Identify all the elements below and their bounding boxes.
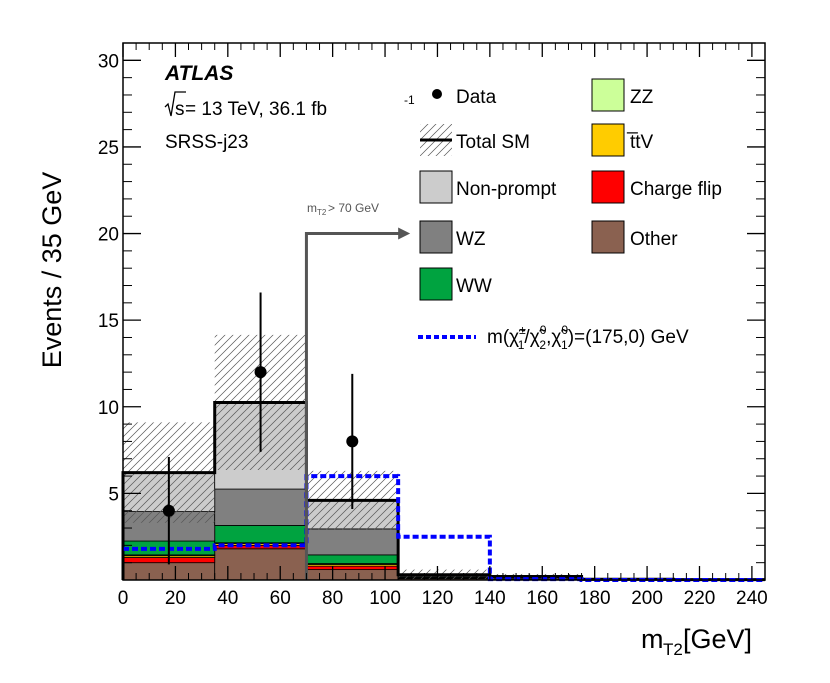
stack-bar-wz-2 bbox=[306, 528, 399, 556]
x-tick-label-1: 20 bbox=[165, 588, 186, 609]
legend-other-swatch bbox=[591, 220, 625, 254]
legend-ttv-swatch bbox=[591, 123, 625, 157]
legend-zz-label: ZZ bbox=[630, 87, 654, 108]
legend-zz-swatch bbox=[591, 78, 625, 112]
legend-nonprompt-swatch bbox=[419, 170, 453, 204]
legend-ttv: t̅tV bbox=[591, 123, 654, 157]
legend-signal: m(χ̃± 1/χ̃0 2,χ̃0 1)=(175,0) GeV bbox=[418, 323, 689, 352]
x-tick-label-12: 240 bbox=[736, 588, 768, 609]
y-tick-label-0: 5 bbox=[108, 484, 119, 505]
x-tick-label-11: 220 bbox=[684, 588, 716, 609]
x-tick-label-8: 160 bbox=[526, 588, 558, 609]
legend: Data Total SM Non-prompt WZ WW ZZ t̅tV bbox=[418, 78, 722, 352]
y-tick-label-5: 30 bbox=[98, 51, 119, 72]
cut-label-main: m bbox=[307, 201, 317, 215]
cut-label-tail: > 70 GeV bbox=[328, 201, 379, 215]
legend-signal-sub3: 1 bbox=[561, 338, 568, 352]
legend-chargeflip-swatch bbox=[591, 170, 625, 204]
x-axis-title-sub: T2 bbox=[663, 640, 683, 659]
stack-bar-wz-1 bbox=[214, 488, 307, 526]
legend-signal-tail: )=(175,0) GeV bbox=[568, 327, 689, 348]
legend-data-marker bbox=[432, 89, 442, 99]
x-axis-title-unit: [GeV] bbox=[683, 624, 752, 654]
legend-signal-sup2: 0 bbox=[540, 323, 547, 337]
stack-bar-ww-1 bbox=[214, 525, 307, 544]
legend-signal-label: m(χ̃± 1/χ̃0 2,χ̃0 1)=(175,0) GeV bbox=[487, 323, 689, 352]
sqrt-symbol bbox=[164, 91, 186, 117]
legend-wz-swatch bbox=[419, 220, 453, 254]
cut-label-sub: T2 bbox=[317, 208, 327, 217]
legend-wz: WZ bbox=[419, 220, 486, 254]
energy-sup: -1 bbox=[404, 93, 415, 107]
data-point-0 bbox=[162, 504, 175, 517]
legend-ttv-label: t̅tV bbox=[626, 132, 653, 153]
axis-layer: 0 20 40 60 80 100 120 140 160 180 200 220 2405101520… bbox=[98, 42, 768, 609]
y-axis-title: Events / 35 GeV bbox=[37, 172, 67, 369]
legend-data-label: Data bbox=[456, 87, 497, 108]
energy-label: s = 13 TeV, 36.1 fb -1 bbox=[164, 91, 415, 120]
data-point-1 bbox=[254, 366, 267, 379]
legend-other-label: Other bbox=[630, 229, 678, 250]
x-tick-label-9: 180 bbox=[579, 588, 611, 609]
legend-signal-sub2: 2 bbox=[539, 338, 546, 352]
x-axis-title: m T2 [GeV] bbox=[641, 624, 752, 659]
plot-frame bbox=[122, 42, 766, 581]
y-tick-label-1: 10 bbox=[98, 398, 119, 419]
cut-label: m T2 > 70 GeV bbox=[307, 201, 379, 217]
x-tick-label-2: 40 bbox=[217, 588, 238, 609]
x-tick-label-3: 60 bbox=[270, 588, 291, 609]
energy-text: = 13 TeV, 36.1 fb bbox=[185, 99, 327, 120]
y-tick-label-2: 15 bbox=[98, 311, 119, 332]
stack-bar-other-1 bbox=[214, 548, 307, 581]
legend-signal-sup1: ± bbox=[519, 323, 526, 337]
x-tick-label-0: 0 bbox=[118, 588, 129, 609]
stack-bar-other-0 bbox=[122, 562, 216, 581]
legend-chargeflip: Charge flip bbox=[591, 170, 722, 204]
y-tick-label-3: 20 bbox=[98, 225, 119, 246]
y-tick-label-4: 25 bbox=[98, 138, 119, 159]
cut-arrowhead bbox=[398, 227, 411, 240]
legend-signal-sub1: 1 bbox=[518, 338, 525, 352]
x-tick-label-4: 80 bbox=[322, 588, 343, 609]
legend-ww: WW bbox=[419, 267, 492, 301]
legend-zz: ZZ bbox=[591, 78, 654, 112]
legend-nonprompt: Non-prompt bbox=[419, 170, 557, 204]
region-label: SRSS-j23 bbox=[165, 132, 248, 153]
legend-total-label: Total SM bbox=[456, 132, 530, 153]
legend-signal-prefix: m( bbox=[487, 327, 510, 348]
x-tick-label-10: 200 bbox=[631, 588, 663, 609]
energy-prefix: s bbox=[175, 99, 185, 120]
x-tick-label-7: 140 bbox=[474, 588, 506, 609]
cut-line bbox=[304, 232, 401, 580]
legend-data: Data bbox=[432, 87, 497, 108]
x-tick-label-6: 120 bbox=[422, 588, 454, 609]
atlas-label: ATLAS bbox=[164, 62, 233, 85]
x-tick-label-5: 100 bbox=[369, 588, 401, 609]
stack-bar-ww-2 bbox=[306, 554, 399, 564]
data-layer bbox=[162, 292, 359, 565]
legend-total: Total SM bbox=[420, 124, 530, 156]
legend-ww-swatch bbox=[419, 267, 453, 301]
legend-signal-sup3: 0 bbox=[561, 323, 568, 337]
legend-chargeflip-label: Charge flip bbox=[630, 179, 722, 200]
legend-wz-label: WZ bbox=[456, 229, 486, 250]
legend-ww-label: WW bbox=[456, 276, 492, 297]
stack-bar-chargeflip-2 bbox=[306, 565, 399, 571]
x-axis-title-main: m bbox=[641, 624, 664, 654]
legend-nonprompt-label: Non-prompt bbox=[456, 179, 557, 200]
legend-other: Other bbox=[591, 220, 678, 254]
stack-bar-other-2 bbox=[306, 569, 399, 581]
cut-layer bbox=[304, 227, 411, 580]
data-point-2 bbox=[346, 435, 359, 448]
